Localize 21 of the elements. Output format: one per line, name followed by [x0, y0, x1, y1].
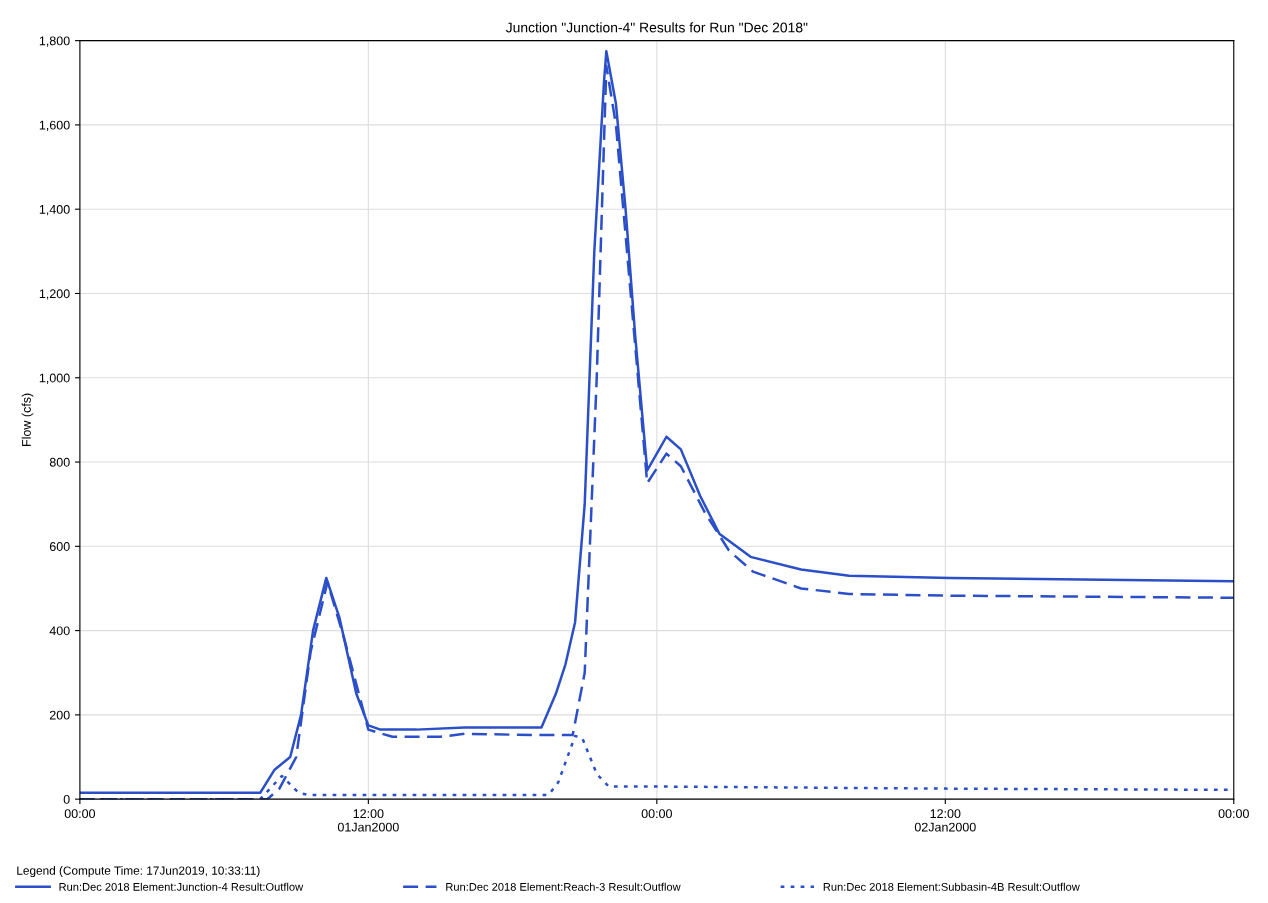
legend-title: Legend (Compute Time: 17Jun2019, 10:33:11): [17, 866, 260, 878]
x-tick-label: 12:00 02Jan2000: [914, 809, 976, 832]
chart-title: Junction "Junction-4" Results for Run "Dec 2018": [505, 22, 808, 33]
y-tick-label: 1,000: [39, 373, 70, 384]
y-tick-label: 1,800: [39, 36, 70, 47]
y-tick-label: 1,600: [39, 120, 70, 132]
y-tick-label: 0: [63, 794, 70, 804]
x-tick-label: 00:00: [64, 809, 96, 819]
y-tick-label: 1,400: [39, 205, 70, 216]
y-tick-label: 800: [49, 457, 70, 467]
y-tick-label: 600: [49, 542, 70, 551]
x-tick-label: 12:00 01Jan2000: [337, 809, 399, 832]
x-tick-label: 00:00: [641, 809, 672, 819]
x-tick-label: 00:00: [1218, 809, 1249, 819]
legend-label: Run:Dec 2018 Element:Subbasin-4B Result:Outflow: [823, 882, 1080, 891]
y-axis-title: Flow (cfs): [21, 393, 34, 446]
y-tick-label: 200: [49, 710, 70, 720]
legend-label: Run:Dec 2018 Element:Reach-3 Result:Outflow: [446, 882, 681, 891]
legend-label: Run:Dec 2018 Element:Junction-4 Result:Outflow: [59, 882, 304, 891]
y-tick-label: 400: [49, 626, 70, 636]
y-tick-label: 1,200: [39, 289, 70, 300]
